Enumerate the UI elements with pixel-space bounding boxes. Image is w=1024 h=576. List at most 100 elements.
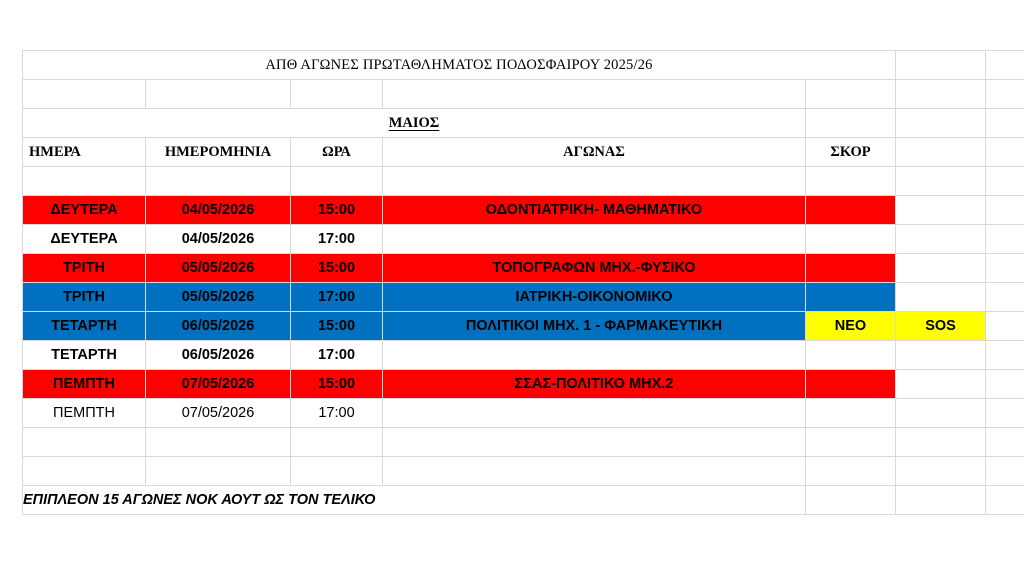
empty-cell[interactable]	[290, 79, 383, 109]
empty-cell[interactable]	[985, 166, 1024, 196]
empty-cell[interactable]	[985, 398, 1024, 428]
cell-date[interactable]: 07/05/2026	[145, 398, 291, 428]
empty-cell[interactable]	[895, 485, 986, 515]
empty-cell[interactable]	[985, 456, 1024, 486]
empty-cell[interactable]	[985, 195, 1024, 225]
empty-cell[interactable]	[985, 137, 1024, 167]
table-row[interactable]: ΤΡΙΤΗ 05/05/2026 17:00 ΙΑΤΡΙΚΗ-ΟΙΚΟΝΟΜΙΚ…	[22, 282, 1024, 312]
empty-cell[interactable]	[382, 166, 806, 196]
empty-cell[interactable]	[895, 50, 986, 80]
empty-cell[interactable]	[290, 456, 383, 486]
empty-cell[interactable]	[985, 369, 1024, 399]
empty-cell[interactable]	[985, 485, 1024, 515]
cell-day[interactable]: ΔΕΥΤΕΡΑ	[22, 195, 146, 225]
cell-match[interactable]	[382, 340, 806, 370]
cell-match[interactable]: ΙΑΤΡΙΚΗ-ΟΙΚΟΝΟΜΙΚΟ	[382, 282, 806, 312]
empty-cell[interactable]	[985, 282, 1024, 312]
empty-cell[interactable]	[985, 311, 1024, 341]
cell-match[interactable]: ΟΔΟΝΤΙΑΤΡΙΚΗ- ΜΑΘΗΜΑΤΙΚΟ	[382, 195, 806, 225]
table-row[interactable]: ΔΕΥΤΕΡΑ 04/05/2026 15:00 ΟΔΟΝΤΙΑΤΡΙΚΗ- Μ…	[22, 195, 1024, 225]
cell-match[interactable]	[382, 398, 806, 428]
empty-cell[interactable]	[895, 253, 986, 283]
empty-cell[interactable]	[895, 282, 986, 312]
empty-cell[interactable]	[985, 50, 1024, 80]
cell-score[interactable]	[805, 398, 896, 428]
empty-cell[interactable]	[895, 166, 986, 196]
cell-time[interactable]: 15:00	[290, 195, 383, 225]
cell-day[interactable]: ΠΕΜΠΤΗ	[22, 398, 146, 428]
cell-time[interactable]: 15:00	[290, 253, 383, 283]
empty-cell[interactable]	[805, 79, 896, 109]
cell-time[interactable]: 15:00	[290, 311, 383, 341]
table-row[interactable]: ΠΕΜΠΤΗ 07/05/2026 17:00	[22, 398, 1024, 428]
cell-score[interactable]	[805, 253, 896, 283]
empty-cell[interactable]	[985, 340, 1024, 370]
empty-cell[interactable]	[985, 79, 1024, 109]
cell-match[interactable]: ΣΣΑΣ-ΠΟΛΙΤΙΚΟ ΜΗΧ.2	[382, 369, 806, 399]
empty-cell[interactable]	[985, 427, 1024, 457]
empty-cell[interactable]	[382, 79, 806, 109]
cell-day[interactable]: ΤΕΤΑΡΤΗ	[22, 340, 146, 370]
cell-time[interactable]: 17:00	[290, 282, 383, 312]
badge-neo[interactable]: ΝΕΟ	[805, 311, 896, 341]
cell-time[interactable]: 17:00	[290, 224, 383, 254]
cell-time[interactable]: 15:00	[290, 369, 383, 399]
empty-cell[interactable]	[145, 79, 291, 109]
empty-cell[interactable]	[22, 456, 146, 486]
empty-cell[interactable]	[985, 108, 1024, 138]
empty-cell[interactable]	[895, 137, 986, 167]
cell-date[interactable]: 05/05/2026	[145, 282, 291, 312]
empty-cell[interactable]	[145, 456, 291, 486]
empty-cell[interactable]	[985, 253, 1024, 283]
empty-cell[interactable]	[895, 398, 986, 428]
cell-match[interactable]: ΠΟΛΙΤΙΚΟΙ ΜΗΧ. 1 - ΦΑΡΜΑΚΕΥΤΙΚΗ	[382, 311, 806, 341]
cell-date[interactable]: 06/05/2026	[145, 311, 291, 341]
empty-cell[interactable]	[895, 195, 986, 225]
cell-score[interactable]	[805, 282, 896, 312]
cell-date[interactable]: 07/05/2026	[145, 369, 291, 399]
cell-match[interactable]: ΤΟΠΟΓΡΑΦΩΝ ΜΗΧ.-ΦΥΣΙΚΟ	[382, 253, 806, 283]
cell-score[interactable]	[805, 224, 896, 254]
table-row[interactable]: ΤΕΤΑΡΤΗ 06/05/2026 15:00 ΠΟΛΙΤΙΚΟΙ ΜΗΧ. …	[22, 311, 1024, 341]
empty-cell[interactable]	[805, 456, 896, 486]
cell-score[interactable]	[805, 340, 896, 370]
cell-date[interactable]: 04/05/2026	[145, 195, 291, 225]
empty-cell[interactable]	[145, 166, 291, 196]
table-row[interactable]: ΤΡΙΤΗ 05/05/2026 15:00 ΤΟΠΟΓΡΑΦΩΝ ΜΗΧ.-Φ…	[22, 253, 1024, 283]
cell-time[interactable]: 17:00	[290, 340, 383, 370]
empty-cell[interactable]	[290, 427, 383, 457]
cell-day[interactable]: ΤΕΤΑΡΤΗ	[22, 311, 146, 341]
empty-cell[interactable]	[805, 427, 896, 457]
cell-day[interactable]: ΠΕΜΠΤΗ	[22, 369, 146, 399]
cell-time[interactable]: 17:00	[290, 398, 383, 428]
table-row[interactable]: ΠΕΜΠΤΗ 07/05/2026 15:00 ΣΣΑΣ-ΠΟΛΙΤΙΚΟ ΜΗ…	[22, 369, 1024, 399]
empty-cell[interactable]	[382, 427, 806, 457]
table-row[interactable]: ΤΕΤΑΡΤΗ 06/05/2026 17:00	[22, 340, 1024, 370]
cell-date[interactable]: 05/05/2026	[145, 253, 291, 283]
cell-day[interactable]: ΔΕΥΤΕΡΑ	[22, 224, 146, 254]
empty-cell[interactable]	[22, 427, 146, 457]
empty-cell[interactable]	[895, 369, 986, 399]
empty-cell[interactable]	[895, 456, 986, 486]
empty-cell[interactable]	[382, 456, 806, 486]
cell-score[interactable]	[805, 195, 896, 225]
empty-cell[interactable]	[22, 166, 146, 196]
empty-cell[interactable]	[985, 224, 1024, 254]
empty-cell[interactable]	[805, 166, 896, 196]
table-row[interactable]: ΔΕΥΤΕΡΑ 04/05/2026 17:00	[22, 224, 1024, 254]
cell-day[interactable]: ΤΡΙΤΗ	[22, 253, 146, 283]
empty-cell[interactable]	[895, 340, 986, 370]
empty-cell[interactable]	[895, 224, 986, 254]
empty-cell[interactable]	[290, 166, 383, 196]
empty-cell[interactable]	[22, 79, 146, 109]
empty-cell[interactable]	[805, 485, 896, 515]
cell-match[interactable]	[382, 224, 806, 254]
cell-score[interactable]	[805, 369, 896, 399]
empty-cell[interactable]	[145, 427, 291, 457]
cell-date[interactable]: 04/05/2026	[145, 224, 291, 254]
badge-sos[interactable]: SOS	[895, 311, 986, 341]
empty-cell[interactable]	[895, 79, 986, 109]
empty-cell[interactable]	[895, 427, 986, 457]
empty-cell[interactable]	[895, 108, 986, 138]
cell-date[interactable]: 06/05/2026	[145, 340, 291, 370]
